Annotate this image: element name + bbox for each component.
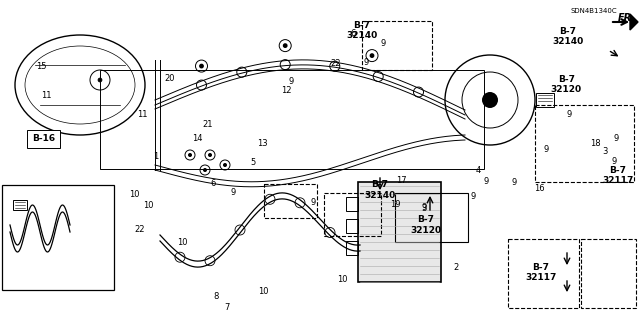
Text: B-16: B-16 [32,134,55,143]
Text: 6: 6 [211,179,216,188]
Bar [508,239,579,308]
Text: 19: 19 [390,200,400,209]
Text: 3: 3 [603,147,608,156]
Text: 5: 5 [250,158,255,167]
Text: 12: 12 [281,86,291,95]
Text: 10: 10 [337,275,348,284]
Text: 8: 8 [214,292,219,301]
Polygon shape [630,14,638,30]
Circle shape [208,153,212,157]
Text: 3: 3 [422,204,427,213]
Text: B-7
32120: B-7 32120 [410,215,441,234]
Bar [2,185,114,290]
Text: 13: 13 [257,139,268,148]
Text: 9: 9 [311,198,316,207]
Bar [358,182,441,282]
Text: 10: 10 [143,201,154,210]
Circle shape [188,153,192,157]
Bar [395,193,468,242]
Bar [264,184,317,218]
Text: 17: 17 [396,176,406,185]
Text: 9: 9 [484,177,489,186]
Circle shape [370,53,374,58]
Text: 16: 16 [534,184,545,193]
Text: 21: 21 [203,120,213,129]
Text: 1: 1 [154,152,159,161]
Bar [581,239,636,308]
Text: B-7
32117: B-7 32117 [525,263,557,282]
Text: B-7
32120: B-7 32120 [551,75,582,94]
Circle shape [98,78,102,82]
Text: 15: 15 [36,63,47,71]
Text: 10: 10 [259,287,269,296]
Circle shape [223,163,227,167]
Text: 2: 2 [453,263,458,272]
Text: 9: 9 [471,192,476,201]
Text: 6: 6 [351,29,356,38]
Text: 11: 11 [138,110,148,119]
Bar [324,193,381,236]
Text: 22: 22 [330,59,340,68]
Text: FR.: FR. [618,13,636,23]
Bar [536,93,554,107]
Text: SDN4B1340C: SDN4B1340C [571,8,618,14]
Text: 11: 11 [42,91,52,100]
Text: B-7
32140: B-7 32140 [364,180,395,199]
Bar [362,21,432,70]
Bar [346,219,358,233]
Text: 9: 9 [567,110,572,119]
Text: 10: 10 [129,190,140,199]
Text: 14: 14 [192,134,202,143]
Text: 18: 18 [591,139,601,148]
Text: 9: 9 [612,157,617,166]
Text: B-7
32140: B-7 32140 [346,21,377,40]
Text: 9: 9 [364,58,369,67]
Text: 7: 7 [225,303,230,312]
Text: 9: 9 [231,189,236,197]
Circle shape [199,64,204,69]
Text: 9: 9 [422,203,427,212]
Bar [13,200,27,210]
Text: 9: 9 [289,77,294,86]
Bar [100,70,484,169]
Text: 22: 22 [134,225,145,234]
Bar [535,105,634,182]
Text: 9: 9 [511,178,516,187]
Circle shape [203,168,207,172]
Text: 4: 4 [476,166,481,175]
Text: B-7
32140: B-7 32140 [552,27,583,46]
Circle shape [283,43,287,48]
Bar [346,241,358,255]
Text: 9: 9 [543,145,548,154]
Bar [346,197,358,211]
Text: 9: 9 [613,134,618,143]
Text: 10: 10 [177,238,188,247]
Text: 9: 9 [380,39,385,48]
Text: 20: 20 [164,74,175,83]
Text: B-7
32117: B-7 32117 [602,166,634,185]
Circle shape [482,92,498,108]
